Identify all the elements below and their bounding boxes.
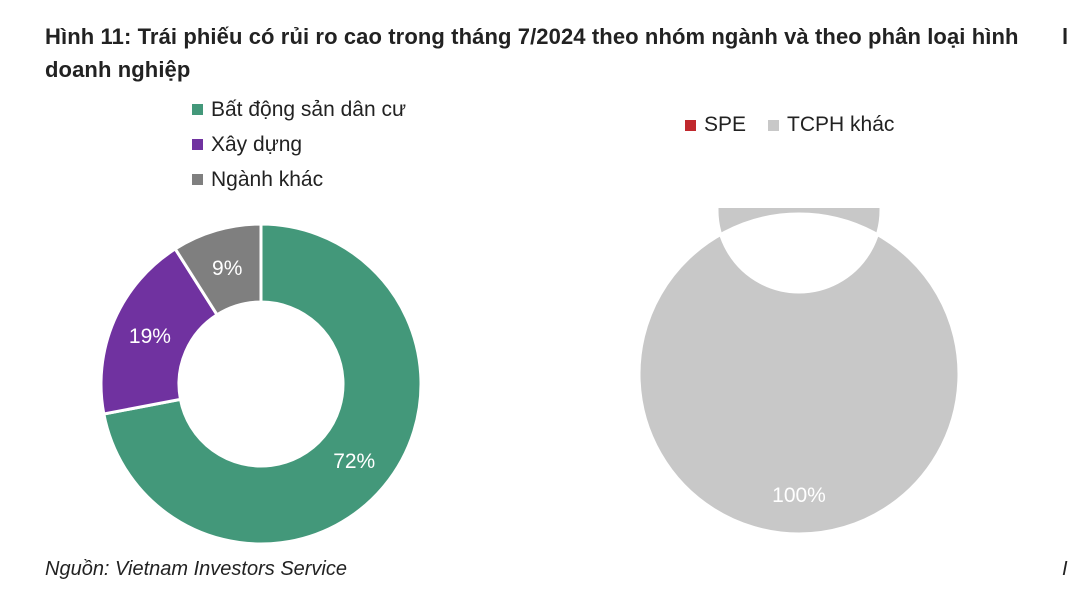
legend-swatch (685, 119, 696, 131)
donut-slice (102, 222, 423, 546)
data-label: 72% (333, 450, 375, 473)
donut-slice (99, 246, 220, 416)
donut-slice (173, 222, 263, 317)
legend-item: TCPH khác (768, 113, 894, 137)
donut-chart-issuer-type: 100% (637, 208, 961, 536)
legend-label: SPE (704, 113, 747, 136)
source-note: Nguồn: Vietnam Investors Service (45, 558, 348, 580)
legend-item: Bất động sản dân cư (192, 92, 406, 127)
legend-label: Xây dựng (211, 132, 303, 156)
legend-label: Bất động sản dân cư (211, 97, 407, 121)
data-label: 9% (212, 257, 242, 280)
donut-slice (637, 208, 961, 536)
legend-swatch (192, 174, 203, 185)
figure-title: Hình 11: Trái phiếu có rủi ro cao trong … (45, 24, 1019, 82)
data-label: 19% (129, 325, 171, 348)
legend-label: Ngành khác (211, 167, 324, 191)
next-figure-source-fragment: I (1062, 558, 1068, 580)
donut-chart-industry: 72% 19% 9% (99, 222, 423, 546)
legend-swatch (192, 104, 203, 115)
legend-item: Ngành khác (192, 162, 406, 197)
legend-issuer-type: SPE TCPH khác (685, 113, 916, 137)
legend-industry: Bất động sản dân cư Xây dựng Ngành khác (192, 92, 406, 197)
legend-swatch (192, 139, 203, 150)
next-figure-title-fragment: l (1062, 24, 1069, 49)
legend-item: SPE (685, 113, 746, 137)
legend-item: Xây dựng (192, 127, 406, 162)
legend-swatch (768, 119, 780, 131)
legend-label: TCPH khác (787, 113, 895, 136)
data-label: 100% (772, 484, 826, 507)
